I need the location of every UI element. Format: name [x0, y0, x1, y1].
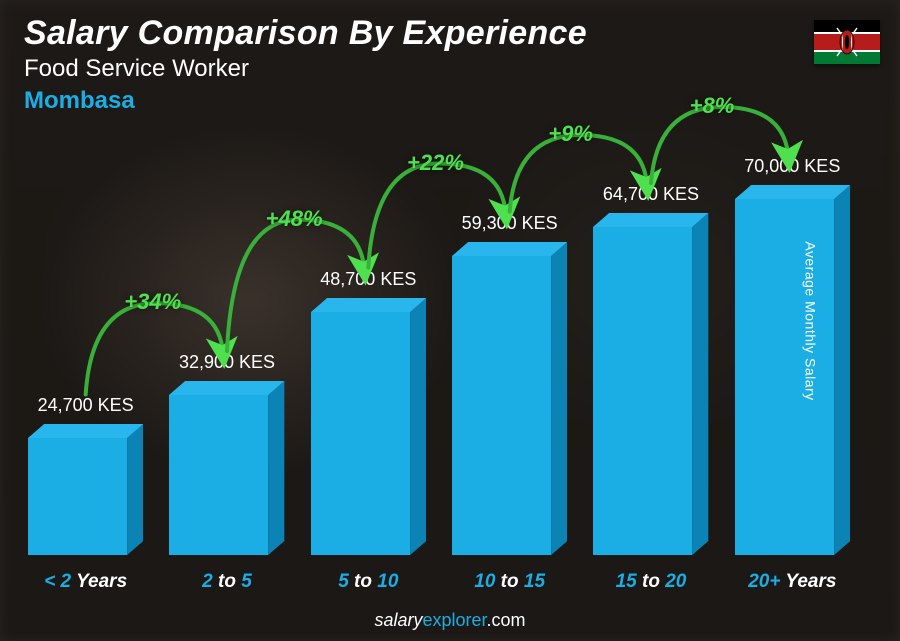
bar-value-label: 48,700 KES	[298, 269, 438, 290]
bar-5: 70,000 KES	[735, 185, 850, 555]
brand-suffix: .com	[487, 610, 526, 630]
bar-body	[28, 424, 143, 555]
y-axis-label: Average Monthly Salary	[802, 241, 818, 400]
bar-2: 48,700 KES	[311, 298, 426, 555]
x-label-3: 10 to 15	[452, 571, 567, 593]
x-label-0: < 2 Years	[28, 571, 143, 593]
bar-4: 64,700 KES	[593, 213, 708, 555]
increase-label-2: +22%	[407, 150, 464, 176]
x-label-5: 20+ Years	[735, 571, 850, 593]
bar-0: 24,700 KES	[28, 424, 143, 555]
bar-chart: 24,700 KES 32,900 KES 48,700 KES 59,300 …	[28, 130, 850, 555]
bar-value-label: 70,000 KES	[722, 156, 862, 177]
bar-3: 59,300 KES	[452, 242, 567, 555]
x-label-1: 2 to 5	[169, 571, 284, 593]
bar-body	[593, 213, 708, 555]
bar-value-label: 59,300 KES	[440, 213, 580, 234]
increase-label-3: +9%	[548, 121, 593, 147]
increase-label-4: +8%	[690, 93, 735, 119]
country-flag-icon	[814, 20, 880, 64]
bar-value-label: 32,900 KES	[157, 352, 297, 373]
x-axis-labels: < 2 Years 2 to 5 5 to 10 10 to 15 15 to 20 20…	[28, 571, 850, 593]
increase-label-1: +48%	[266, 206, 323, 232]
bar-1: 32,900 KES	[169, 381, 284, 555]
increase-label-0: +34%	[124, 289, 181, 315]
title-block: Salary Comparison By Experience Food Ser…	[24, 14, 587, 115]
brand-pre: salary	[374, 610, 422, 630]
bar-body	[311, 298, 426, 555]
footer-brand: salaryexplorer.com	[0, 610, 900, 631]
bar-value-label: 24,700 KES	[16, 395, 156, 416]
bar-body	[452, 242, 567, 555]
bar-value-label: 64,700 KES	[581, 184, 721, 205]
x-label-2: 5 to 10	[311, 571, 426, 593]
brand-post: explorer	[422, 610, 486, 630]
chart-title: Salary Comparison By Experience	[24, 14, 587, 53]
x-label-4: 15 to 20	[593, 571, 708, 593]
chart-subtitle: Food Service Worker	[24, 55, 587, 83]
chart-location: Mombasa	[24, 87, 587, 115]
infographic-content: Salary Comparison By Experience Food Ser…	[0, 0, 900, 641]
bar-body	[169, 381, 284, 555]
bar-body	[735, 185, 850, 555]
